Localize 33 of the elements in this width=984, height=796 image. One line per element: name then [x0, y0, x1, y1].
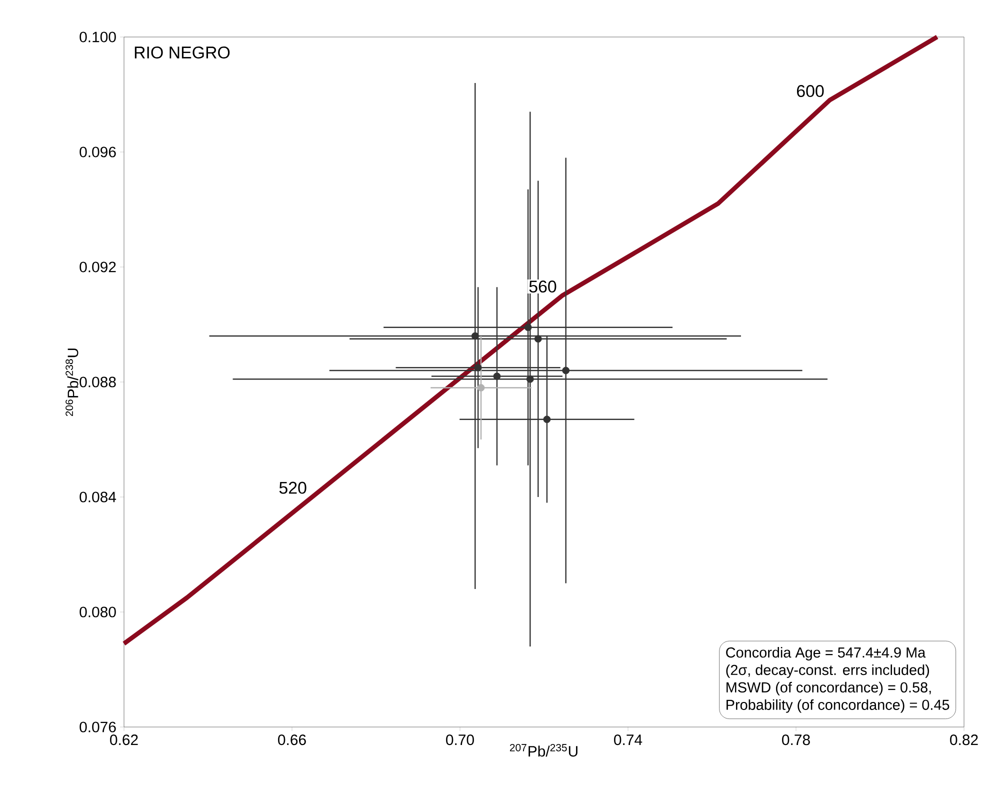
y-tick-label: 0.080	[80, 606, 116, 618]
y-tick-label: 0.088	[80, 376, 116, 388]
point	[543, 416, 551, 424]
annotation: 560	[529, 280, 556, 293]
y-axis-title: $^{206}$Pb/$^{238}$U	[66, 348, 78, 416]
x-axis-title: $^{207}$Pb/$^{235}$U	[510, 744, 578, 757]
y-tick-label: 0.076	[80, 722, 116, 732]
x-tick-label: 0.74	[614, 734, 642, 746]
chart-title: RIO NEGRO	[134, 46, 230, 59]
annotation: 600	[797, 85, 824, 98]
x-tick-label: 0.62	[110, 734, 138, 746]
y-tick-label: 0.096	[80, 146, 116, 158]
x-tick-label: 0.78	[782, 734, 810, 746]
x-tick-label: 0.70	[446, 734, 474, 746]
point	[474, 364, 482, 372]
y-tick-label: 0.084	[80, 492, 116, 502]
y-tick-label: 0.092	[80, 262, 116, 272]
annotation: MSWD (of concordance) = 0.58,	[726, 682, 931, 696]
point	[524, 324, 532, 332]
x-tick-label: 0.82	[950, 734, 978, 746]
point	[493, 372, 501, 380]
annotation: Concordia Age = 547.4±4.9 Ma	[726, 647, 926, 660]
point	[534, 335, 542, 343]
y-tick-label: 0.100	[80, 32, 116, 42]
annotation: 520	[279, 482, 306, 494]
point	[562, 366, 570, 374]
line-series	[122, 34, 940, 646]
annotation: Probability (of concordance) = 0.45	[726, 699, 950, 713]
annotation: (2σ, decay-const. errs included)	[726, 664, 930, 678]
point	[526, 375, 534, 383]
point	[477, 384, 485, 392]
point	[471, 332, 479, 340]
x-tick-label: 0.66	[278, 734, 306, 746]
